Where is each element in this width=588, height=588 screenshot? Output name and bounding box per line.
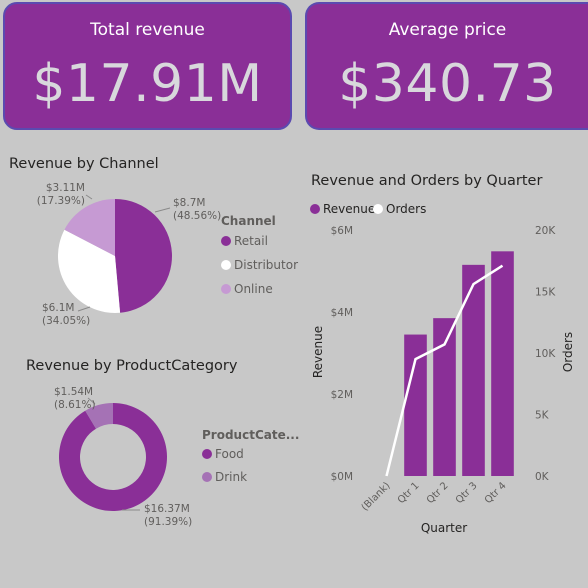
bar-qtr-4[interactable] (491, 251, 514, 476)
pie-leader-line (77, 306, 91, 312)
pie-data-label-online: $3.11M (46, 182, 85, 194)
pie-data-pct-retail: (48.56%) (173, 210, 221, 222)
pie-slice-distributor[interactable] (58, 229, 121, 313)
pie-slice-online[interactable] (64, 199, 115, 256)
y-tick-label: $2M (331, 389, 353, 401)
pie-leader-line (85, 194, 93, 200)
bar-qtr-1[interactable] (404, 334, 427, 476)
legend-label-revenue[interactable]: Revenue (323, 202, 375, 216)
category-donut-chart[interactable]: $16.37M(91.39%) $1.54M(8.61%) ProductCate.… (0, 380, 300, 540)
donut-data-label-food: $16.37M (144, 503, 190, 515)
legend-label-drink[interactable]: Drink (215, 470, 247, 484)
y-axis-title: Revenue (311, 326, 325, 378)
pie-data-pct-online: (17.39%) (37, 195, 85, 207)
x-tick-label: Qtr 3 (454, 480, 480, 506)
average-price-card[interactable]: Average price $340.73 (305, 2, 588, 130)
y2-tick-label: 5K (535, 410, 550, 422)
pie-data-pct-distributor: (34.05%) (42, 315, 90, 327)
y-tick-label: $0M (331, 471, 353, 483)
y2-tick-label: 20K (535, 225, 556, 237)
legend-label-retail[interactable]: Retail (234, 234, 268, 248)
orders-line[interactable] (385, 264, 504, 477)
y2-tick-label: 10K (535, 348, 556, 360)
y2-tick-label: 15K (535, 287, 556, 299)
y-tick-label: $6M (331, 225, 353, 237)
legend-marker-orders[interactable] (373, 204, 383, 214)
legend-marker-distributor[interactable] (221, 260, 231, 270)
legend-label-online[interactable]: Online (234, 282, 273, 296)
x-tick-label: Qtr 2 (425, 480, 451, 506)
donut-slice-drink[interactable] (85, 403, 113, 429)
channel-chart-title: Revenue by Channel (9, 156, 159, 172)
average-price-label: Average price (388, 20, 507, 40)
y-tick-label: $4M (331, 307, 353, 319)
category-legend-title: ProductCate... (202, 428, 299, 442)
x-tick-label: (Blank) (360, 480, 393, 513)
total-revenue-card[interactable]: Total revenue $17.91M (3, 2, 292, 130)
total-revenue-value: $17.91M (32, 54, 263, 114)
x-tick-label: Qtr 4 (483, 480, 509, 506)
x-tick-label: Qtr 1 (396, 480, 422, 506)
quarter-combo-chart[interactable]: Revenue Orders $0M $2M $4M $6M 0K 5K 10K 15K 20K Re… (300, 195, 588, 545)
donut-data-pct-food: (91.39%) (144, 516, 192, 528)
pie-slice-retail[interactable] (115, 199, 172, 313)
y2-axis-title: Orders (561, 332, 575, 372)
quarter-chart-title: Revenue and Orders by Quarter (311, 173, 543, 189)
donut-slice-food[interactable] (59, 402, 168, 512)
legend-label-orders[interactable]: Orders (386, 202, 426, 216)
x-axis-title: Quarter (421, 521, 467, 535)
category-chart-title: Revenue by ProductCategory (26, 358, 238, 374)
legend-marker-revenue[interactable] (310, 204, 320, 214)
legend-marker-drink[interactable] (202, 472, 212, 482)
pie-data-label-retail: $8.7M (173, 197, 205, 209)
legend-label-distributor[interactable]: Distributor (234, 258, 298, 272)
legend-marker-food[interactable] (202, 449, 212, 459)
donut-leader-line (87, 397, 96, 405)
total-revenue-label: Total revenue (90, 20, 205, 40)
pie-leader-line (154, 207, 171, 213)
average-price-value: $340.73 (338, 54, 557, 114)
bar-qtr-3[interactable] (462, 264, 485, 476)
pie-data-label-distributor: $6.1M (42, 302, 74, 314)
donut-data-label-drink: $1.54M (54, 386, 93, 398)
legend-marker-retail[interactable] (221, 236, 231, 246)
legend-label-food[interactable]: Food (215, 447, 244, 461)
legend-marker-online[interactable] (221, 284, 231, 294)
channel-legend-title: Channel (221, 214, 276, 228)
y2-tick-label: 0K (535, 471, 550, 483)
bar-qtr-2[interactable] (433, 318, 456, 476)
channel-pie-chart[interactable]: $8.7M(48.56%) $6.1M(34.05%) $3.11M(17.39%)… (0, 175, 300, 335)
donut-data-pct-drink: (8.61%) (54, 399, 96, 411)
